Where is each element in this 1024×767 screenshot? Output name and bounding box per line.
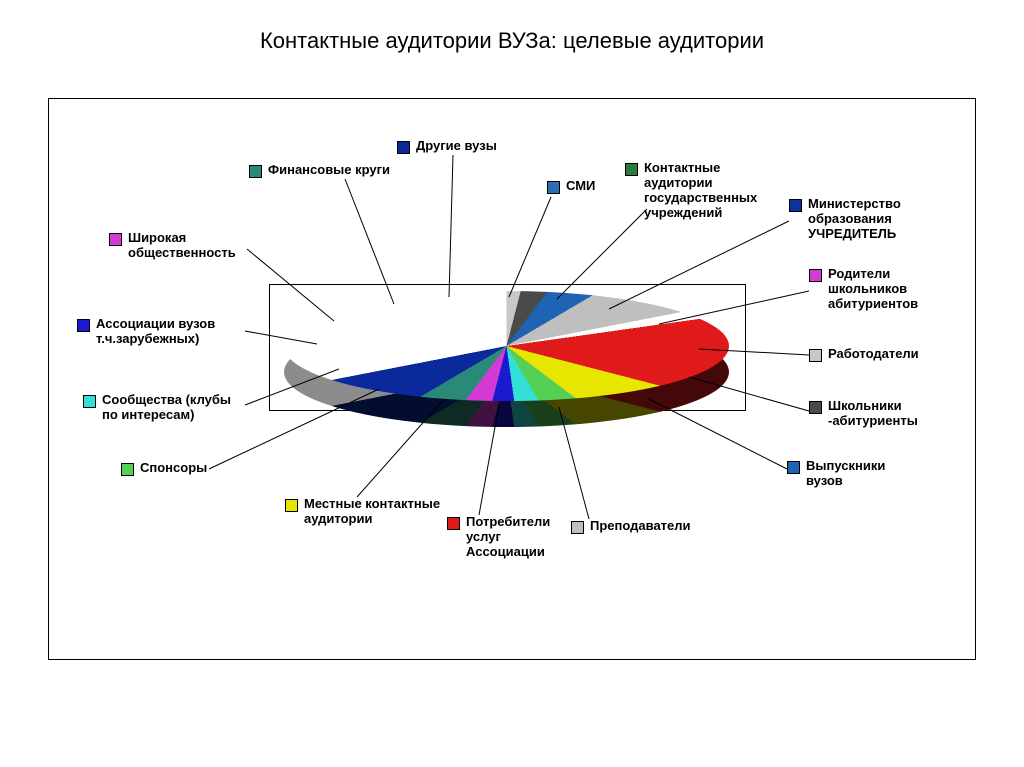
legend-swatch: [625, 163, 638, 176]
legend-swatch: [809, 269, 822, 282]
legend-label: Широкая общественность: [128, 231, 236, 261]
legend-label: Финансовые круги: [268, 163, 390, 178]
legend-item: Ассоциации вузов т.ч.зарубежных): [77, 317, 215, 347]
legend-swatch: [285, 499, 298, 512]
legend-swatch: [109, 233, 122, 246]
legend-swatch: [809, 401, 822, 414]
legend-swatch: [121, 463, 134, 476]
legend-label: Министерство образования УЧРЕДИТЕЛЬ: [808, 197, 901, 242]
legend-item: Потребители услуг Ассоциации: [447, 515, 550, 560]
legend-swatch: [789, 199, 802, 212]
legend-item: Сообщества (клубы по интересам): [83, 393, 231, 423]
chart-frame: СМИ Контактные аудитории государственных …: [48, 98, 976, 660]
legend-label: Родители школьников абитуриентов: [828, 267, 918, 312]
legend-label: Ассоциации вузов т.ч.зарубежных): [96, 317, 215, 347]
legend-item: Выпускники вузов: [787, 459, 885, 489]
legend-swatch: [77, 319, 90, 332]
legend-label: Местные контактные аудитории: [304, 497, 440, 527]
legend-label: Контактные аудитории государственных учр…: [644, 161, 757, 221]
legend-label: Другие вузы: [416, 139, 497, 154]
page-title: Контактные аудитории ВУЗа: целевые аудит…: [0, 28, 1024, 54]
legend-label: Преподаватели: [590, 519, 691, 534]
legend-label: СМИ: [566, 179, 595, 194]
legend-swatch: [249, 165, 262, 178]
legend-item: Министерство образования УЧРЕДИТЕЛЬ: [789, 197, 901, 242]
legend-item: Широкая общественность: [109, 231, 236, 261]
legend-swatch: [447, 517, 460, 530]
legend-item: Местные контактные аудитории: [285, 497, 440, 527]
legend-item: Преподаватели: [571, 519, 691, 534]
legend-swatch: [787, 461, 800, 474]
legend-swatch: [809, 349, 822, 362]
legend-item: Другие вузы: [397, 139, 497, 154]
legend-label: Сообщества (клубы по интересам): [102, 393, 231, 423]
legend-label: Спонсоры: [140, 461, 207, 476]
legend-item: Контактные аудитории государственных учр…: [625, 161, 757, 221]
legend-item: Финансовые круги: [249, 163, 390, 178]
legend-swatch: [571, 521, 584, 534]
legend-item: Родители школьников абитуриентов: [809, 267, 918, 312]
legend-item: Спонсоры: [121, 461, 207, 476]
legend-label: Работодатели: [828, 347, 919, 362]
legend-label: Школьники -абитуриенты: [828, 399, 918, 429]
legend-item: Школьники -абитуриенты: [809, 399, 918, 429]
legend-swatch: [83, 395, 96, 408]
legend-swatch: [397, 141, 410, 154]
legend-item: СМИ: [547, 179, 595, 194]
legend-label: Выпускники вузов: [806, 459, 885, 489]
legend-label: Потребители услуг Ассоциации: [466, 515, 550, 560]
plot-border: [269, 284, 746, 411]
legend-swatch: [547, 181, 560, 194]
legend-item: Работодатели: [809, 347, 919, 362]
